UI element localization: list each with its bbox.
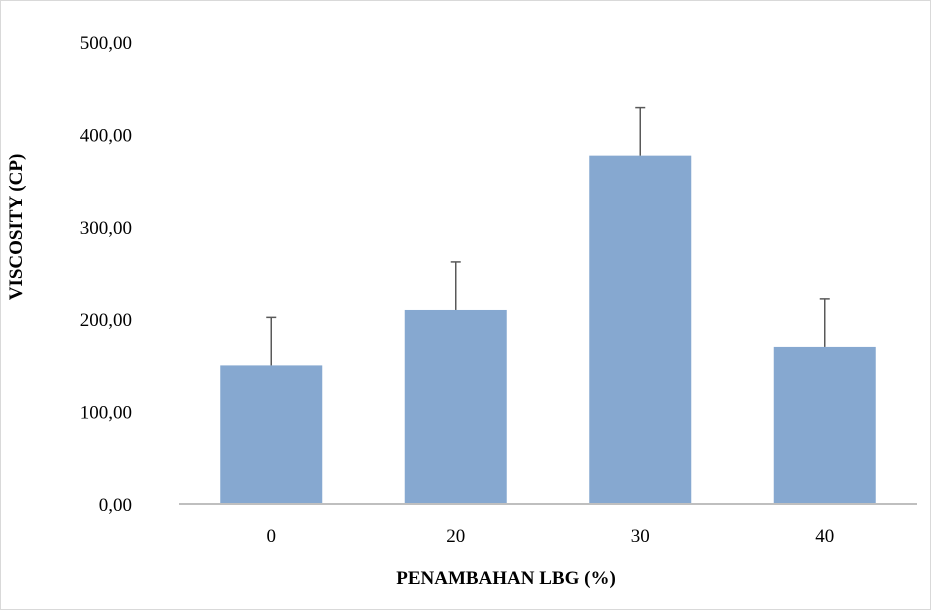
x-axis-tick-labels: 0 20 30 40 (267, 526, 835, 547)
y-axis-tick-labels: 0,00 100,00 200,00 300,00 400,00 500,00 (80, 33, 132, 516)
y-tick-label: 200,00 (80, 310, 132, 331)
x-tick-label: 30 (631, 526, 650, 547)
error-bars (266, 106, 830, 366)
bar-series (220, 155, 876, 505)
bar (220, 365, 323, 504)
bar (773, 346, 876, 504)
x-tick-label: 0 (267, 526, 277, 547)
y-tick-label: 0,00 (99, 495, 132, 516)
x-axis-title: PENAMBAHAN LBG (%) (396, 568, 616, 589)
y-axis-title: VISCOSITY (CP) (6, 154, 27, 301)
y-tick-label: 400,00 (80, 125, 132, 146)
y-tick-label: 500,00 (80, 33, 132, 54)
y-tick-label: 100,00 (80, 403, 132, 424)
bar (589, 155, 692, 505)
y-tick-label: 300,00 (80, 218, 132, 239)
x-tick-label: 40 (815, 526, 834, 547)
bar (404, 309, 507, 504)
x-tick-label: 20 (446, 526, 465, 547)
